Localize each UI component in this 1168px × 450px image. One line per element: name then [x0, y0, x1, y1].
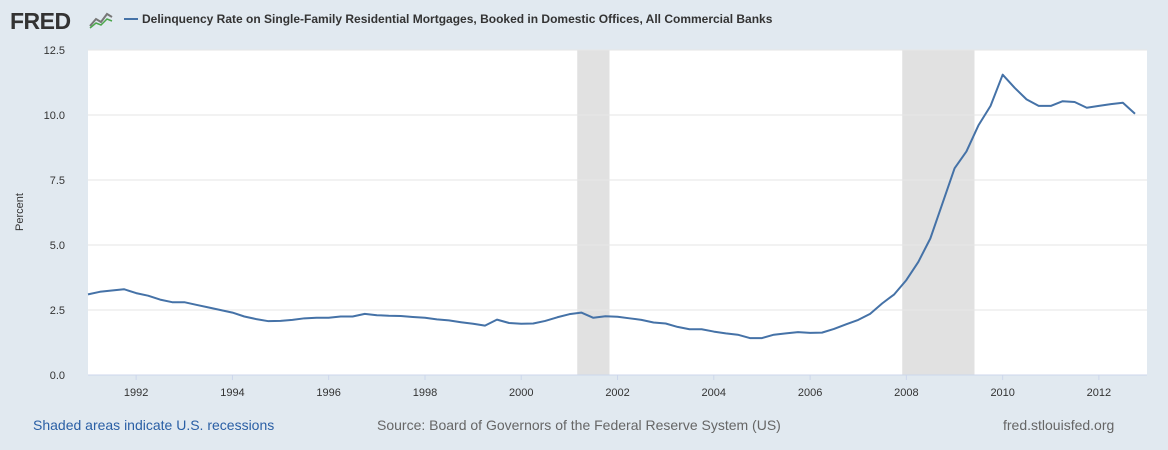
fred-logo[interactable]: FRED [10, 8, 71, 34]
x-tick-label: 2006 [798, 387, 822, 399]
legend-line-swatch [124, 17, 138, 20]
x-tick-label: 2012 [1087, 387, 1111, 399]
x-tick-label: 1996 [316, 387, 340, 399]
series-legend[interactable]: Delinquency Rate on Single-Family Reside… [124, 12, 772, 26]
recession-band-1 [577, 50, 610, 375]
y-tick-label: 5.0 [50, 240, 65, 252]
x-tick-label: 2000 [509, 387, 533, 399]
chart-header: FRED Delinquency Rate on Single-Family R… [10, 6, 1160, 36]
y-tick-label: 7.5 [50, 175, 65, 187]
y-tick-label: 0.0 [50, 370, 65, 382]
y-axis-ticks: 0.0 2.5 5.0 7.5 10.0 12.5 [44, 45, 65, 382]
x-tick-label: 2008 [894, 387, 918, 399]
x-tick-label: 2004 [702, 387, 726, 399]
source-text: Source: Board of Governors of the Federa… [377, 417, 781, 433]
grid-lines [88, 49, 1147, 376]
recession-note-link[interactable]: Shaded areas indicate U.S. recessions [33, 417, 275, 433]
x-tick-label: 2010 [990, 387, 1014, 399]
plot-area [88, 50, 1147, 375]
y-tick-label: 10.0 [44, 110, 65, 122]
x-tick-label: 1992 [124, 387, 148, 399]
line-chart[interactable]: 0.0 2.5 5.0 7.5 10.0 12.5 1992 1994 1996 1998 200… [0, 0, 1168, 410]
x-tick-label: 1998 [413, 387, 437, 399]
line-chart-icon [89, 9, 113, 29]
series-line[interactable] [87, 73, 1136, 340]
series-title: Delinquency Rate on Single-Family Reside… [142, 12, 773, 26]
y-tick-label: 2.5 [50, 305, 65, 317]
x-axis-ticks: 1992 1994 1996 1998 2000 2002 2004 2006 2008 2010… [124, 375, 1111, 399]
y-tick-label: 12.5 [44, 45, 65, 57]
y-axis-label: Percent [14, 193, 26, 231]
x-tick-label: 1994 [220, 387, 244, 399]
fred-url[interactable]: fred.stlouisfed.org [1003, 417, 1115, 433]
x-tick-label: 2002 [605, 387, 629, 399]
